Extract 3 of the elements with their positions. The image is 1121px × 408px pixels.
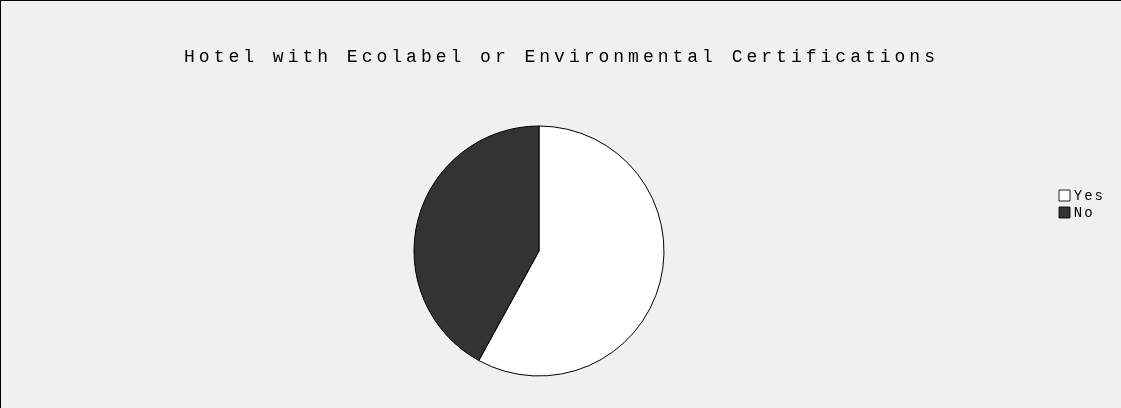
chart-title: Hotel with Ecolabel or Environmental Certifications — [183, 46, 940, 69]
legend-label: No — [1073, 204, 1095, 221]
legend-label: Yes — [1073, 187, 1105, 204]
